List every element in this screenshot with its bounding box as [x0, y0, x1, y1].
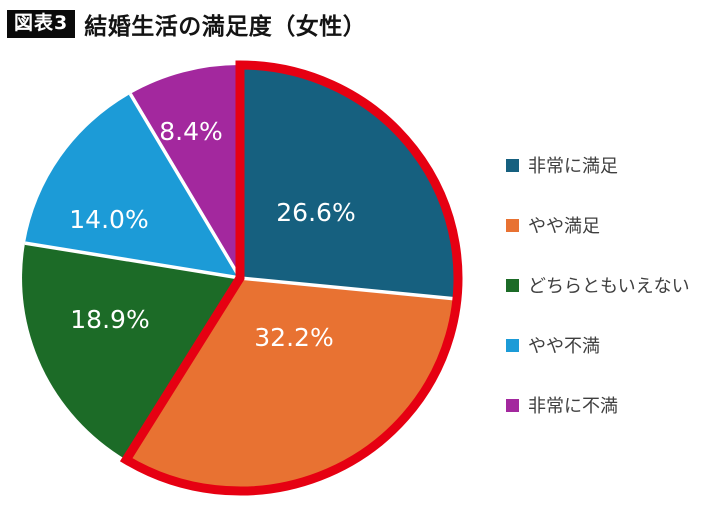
slice-separator	[24, 241, 241, 280]
slice-label-4: 14.0%	[69, 205, 148, 234]
legend-item-1: 非常に満足	[506, 152, 690, 178]
legend-swatch-icon	[506, 338, 519, 352]
pie-slice-5	[130, 64, 240, 278]
legend-item-2: やや満足	[506, 212, 690, 238]
legend-item-label: 非常に満足	[528, 156, 618, 177]
pie-slice-4	[25, 93, 240, 279]
legend-item-label: やや満足	[528, 216, 600, 237]
legend-swatch-icon	[506, 278, 519, 292]
legend-swatch-icon	[506, 218, 519, 232]
legend-item-label: どちらともいえない	[528, 276, 690, 297]
slice-label-5: 8.4%	[159, 117, 223, 146]
slice-separator	[128, 93, 242, 279]
legend-item-label: 非常に不満	[528, 396, 618, 417]
highlight-outline	[119, 60, 463, 496]
legend-swatch-icon	[506, 398, 519, 412]
legend-item-5: 非常に不満	[506, 392, 690, 418]
slice-label-3: 18.9%	[70, 305, 149, 334]
title-badge: 図表3	[7, 10, 76, 38]
pie-slice-3	[22, 243, 240, 460]
legend: 非常に満足やや満足どちらともいえない やや不満非常に不満	[506, 152, 690, 418]
slice-separator	[239, 276, 458, 301]
slice-label-1: 26.6%	[276, 198, 355, 227]
legend-item-3: どちらともいえない	[506, 272, 690, 298]
chart-header: 図表3 結婚生活の満足度（女性）	[7, 7, 366, 41]
legend-item-label: やや不満	[528, 336, 600, 357]
pie-slice-1	[240, 65, 458, 299]
legend-swatch-icon	[506, 158, 519, 172]
legend-item-4: やや不満	[506, 332, 690, 358]
slice-label-2: 32.2%	[254, 323, 333, 352]
page-title: 結婚生活の満足度（女性）	[84, 14, 367, 40]
